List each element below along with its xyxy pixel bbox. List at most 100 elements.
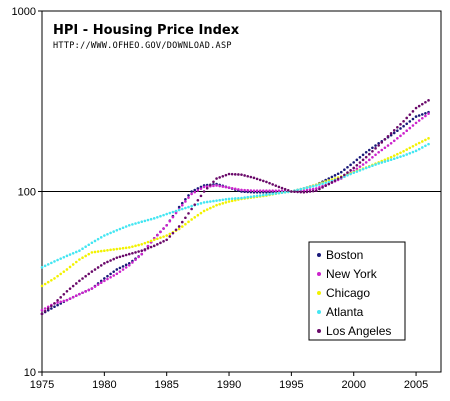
data-point-trail: [386, 159, 390, 162]
data-point-trail: [68, 265, 72, 269]
data-point-trail: [109, 259, 112, 262]
data-point-trail: [374, 153, 377, 157]
data-point-trail: [171, 215, 175, 219]
data-point-trail: [121, 268, 125, 271]
x-tick-label: 2000: [341, 379, 365, 391]
data-point-trail: [271, 189, 274, 193]
data-point: [140, 249, 144, 252]
data-point-trail: [184, 200, 187, 203]
data-point-trail: [137, 255, 140, 259]
data-point: [427, 142, 430, 146]
data-point-trail: [118, 270, 122, 273]
data-point-trail: [405, 116, 409, 120]
data-point-trail: [199, 194, 203, 198]
data-point-trail: [196, 213, 200, 217]
x-tick-label: 1980: [92, 379, 116, 391]
data-point-trail: [187, 194, 190, 197]
data-point-trail: [268, 181, 271, 185]
data-point-trail: [106, 274, 109, 278]
data-point: [377, 144, 380, 147]
data-point: [315, 189, 318, 193]
data-point-trail: [218, 176, 221, 179]
data-point-trail: [196, 189, 200, 192]
data-point-trail: [246, 174, 250, 178]
data-point-trail: [168, 232, 172, 236]
data-point: [265, 180, 268, 184]
data-point-trail: [71, 263, 75, 266]
data-point: [65, 268, 69, 271]
data-point: [402, 154, 405, 157]
data-point: [240, 188, 243, 192]
data-point: [190, 207, 193, 211]
data-point-trail: [81, 256, 84, 260]
data-point-trail: [383, 146, 387, 150]
data-point-trail: [159, 214, 162, 218]
data-point: [302, 190, 306, 194]
data-point-trail: [174, 211, 178, 215]
data-point-trail: [62, 299, 66, 303]
data-point-trail: [212, 180, 215, 184]
data-point-trail: [374, 147, 377, 150]
data-point-trail: [349, 168, 352, 172]
data-point-trail: [134, 251, 137, 254]
data-point: [65, 298, 69, 302]
data-point-trail: [43, 282, 47, 286]
data-point-trail: [305, 186, 309, 189]
data-point-trail: [121, 226, 125, 230]
data-point: [40, 284, 44, 288]
data-point-trail: [349, 163, 352, 167]
data-point-trail: [199, 211, 203, 215]
data-point-trail: [96, 250, 100, 253]
data-point: [227, 197, 231, 201]
data-point-trail: [296, 190, 299, 194]
y-tick-label: 1000: [12, 6, 36, 18]
data-point-trail: [392, 129, 396, 132]
data-point-trail: [81, 291, 84, 295]
data-point-trail: [99, 236, 103, 239]
data-point-trail: [156, 215, 159, 219]
data-point: [240, 196, 243, 200]
data-point: [78, 279, 81, 283]
data-point-trail: [349, 172, 352, 176]
data-point-trail: [371, 156, 374, 159]
data-point-trail: [368, 148, 371, 152]
data-point-trail: [196, 198, 200, 202]
data-point-trail: [408, 120, 412, 123]
data-point: [227, 186, 231, 189]
data-point-trail: [355, 158, 359, 162]
data-point-trail: [59, 296, 62, 299]
data-point: [127, 246, 131, 249]
data-point-trail: [243, 188, 246, 192]
legend-label-los-angeles: Los Angeles: [326, 324, 391, 338]
data-point-trail: [237, 196, 240, 200]
data-point: [103, 279, 106, 283]
data-point-trail: [209, 183, 212, 187]
data-point: [389, 133, 393, 137]
data-point-trail: [386, 144, 390, 147]
data-point-trail: [421, 113, 424, 116]
data-point-trail: [321, 186, 324, 189]
data-point: [40, 308, 44, 312]
data-point-trail: [71, 251, 75, 255]
data-point: [40, 312, 44, 316]
data-point-trail: [93, 250, 97, 254]
data-point-trail: [318, 183, 321, 186]
data-point-trail: [280, 186, 284, 190]
data-point-trail: [184, 222, 187, 226]
data-point: [78, 249, 81, 252]
data-point-trail: [262, 189, 265, 193]
data-point-trail: [405, 148, 409, 151]
data-point-trail: [346, 174, 349, 177]
data-point-trail: [56, 258, 59, 262]
data-point-trail: [171, 210, 175, 214]
data-point-trail: [131, 223, 134, 226]
data-point-trail: [218, 198, 221, 202]
data-point-trail: [50, 278, 53, 282]
data-point-trail: [361, 158, 365, 162]
data-point-trail: [112, 274, 115, 277]
data-point-trail: [280, 189, 284, 193]
data-point-trail: [143, 248, 147, 251]
data-point: [202, 185, 206, 189]
data-point-trail: [308, 188, 312, 191]
